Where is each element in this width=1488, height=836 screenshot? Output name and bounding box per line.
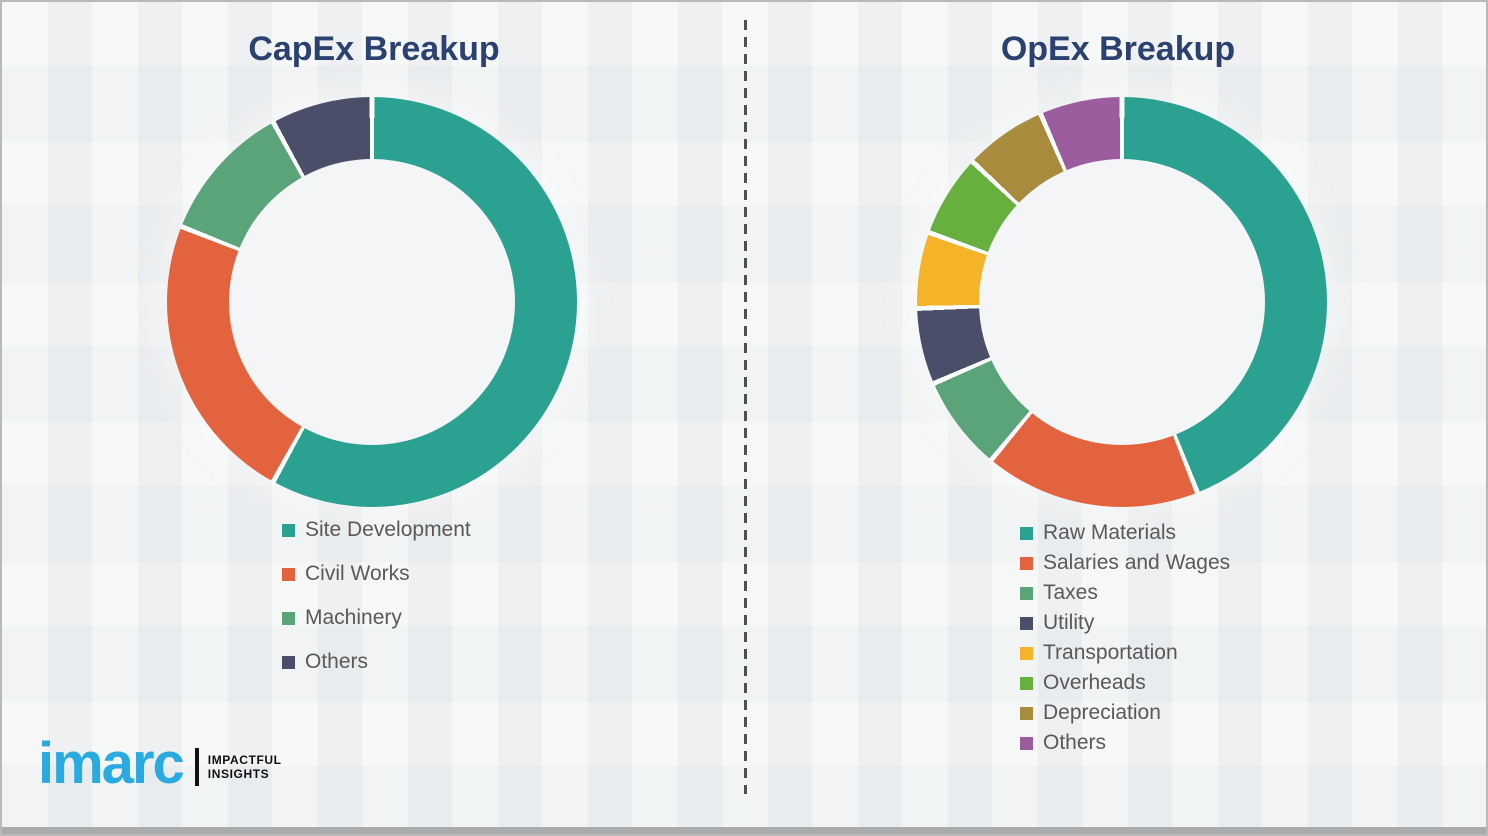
capex-donut-hole bbox=[229, 159, 515, 445]
capex-chart-title: CapEx Breakup bbox=[248, 30, 500, 68]
legend-swatch bbox=[1020, 526, 1033, 540]
legend-label: Utility bbox=[1043, 611, 1095, 634]
legend-swatch bbox=[1020, 736, 1033, 750]
logo-divider-bar bbox=[194, 748, 199, 786]
legend-swatch bbox=[1020, 556, 1033, 570]
capex-legend: Site Development Civil Works Machinery Othe… bbox=[282, 516, 471, 692]
legend-label: Machinery bbox=[305, 606, 402, 629]
imarc-tagline: IMPACTFUL INSIGHTS bbox=[208, 753, 282, 781]
legend-item: Salaries and Wages bbox=[1020, 549, 1230, 577]
bottom-edge-strip bbox=[2, 827, 1486, 834]
legend-swatch bbox=[1020, 706, 1033, 720]
legend-swatch bbox=[1020, 616, 1033, 630]
legend-item: Depreciation bbox=[1020, 699, 1230, 727]
opex-legend: Raw Materials Salaries and Wages Taxes Util… bbox=[1020, 519, 1230, 759]
legend-item: Civil Works bbox=[282, 560, 471, 588]
legend-label: Depreciation bbox=[1043, 701, 1161, 724]
legend-item: Taxes bbox=[1020, 579, 1230, 607]
legend-label: Salaries and Wages bbox=[1043, 551, 1231, 574]
capex-donut-chart bbox=[167, 97, 577, 507]
tagline-line-1: IMPACTFUL bbox=[207, 753, 282, 767]
capex-panel: CapEx Breakup Site Development Civil Work… bbox=[2, 2, 746, 834]
opex-panel: OpEx Breakup Raw Materials Salaries and W… bbox=[746, 2, 1486, 834]
legend-item: Others bbox=[1020, 729, 1230, 757]
legend-label: Transportation bbox=[1043, 641, 1178, 664]
legend-label: Others bbox=[305, 650, 369, 673]
legend-swatch bbox=[1020, 586, 1033, 600]
opex-donut-hole bbox=[979, 159, 1265, 445]
opex-donut-chart bbox=[917, 97, 1327, 507]
tagline-line-2: INSIGHTS bbox=[207, 767, 270, 781]
legend-item: Machinery bbox=[282, 604, 471, 632]
legend-item: Overheads bbox=[1020, 669, 1230, 697]
legend-label: Overheads bbox=[1043, 671, 1146, 694]
legend-swatch bbox=[282, 567, 295, 581]
legend-label: Taxes bbox=[1043, 581, 1098, 604]
opex-chart-title: OpEx Breakup bbox=[1000, 30, 1236, 68]
legend-item: Site Development bbox=[282, 516, 471, 544]
legend-swatch bbox=[282, 611, 295, 625]
legend-label: Raw Materials bbox=[1043, 521, 1177, 544]
legend-label: Civil Works bbox=[305, 562, 410, 585]
legend-swatch bbox=[1020, 676, 1033, 690]
legend-label: Others bbox=[1043, 731, 1107, 754]
legend-swatch bbox=[282, 523, 295, 537]
legend-swatch bbox=[1020, 646, 1033, 660]
imarc-wordmark: imarc bbox=[38, 731, 185, 796]
legend-item: Raw Materials bbox=[1020, 519, 1230, 547]
imarc-logo: imarc IMPACTFUL INSIGHTS bbox=[38, 734, 282, 800]
legend-label: Site Development bbox=[305, 518, 471, 541]
panel-divider-dashed-line bbox=[744, 20, 747, 794]
legend-item: Transportation bbox=[1020, 639, 1230, 667]
legend-item: Utility bbox=[1020, 609, 1230, 637]
legend-item: Others bbox=[282, 648, 471, 676]
legend-swatch bbox=[282, 655, 295, 669]
